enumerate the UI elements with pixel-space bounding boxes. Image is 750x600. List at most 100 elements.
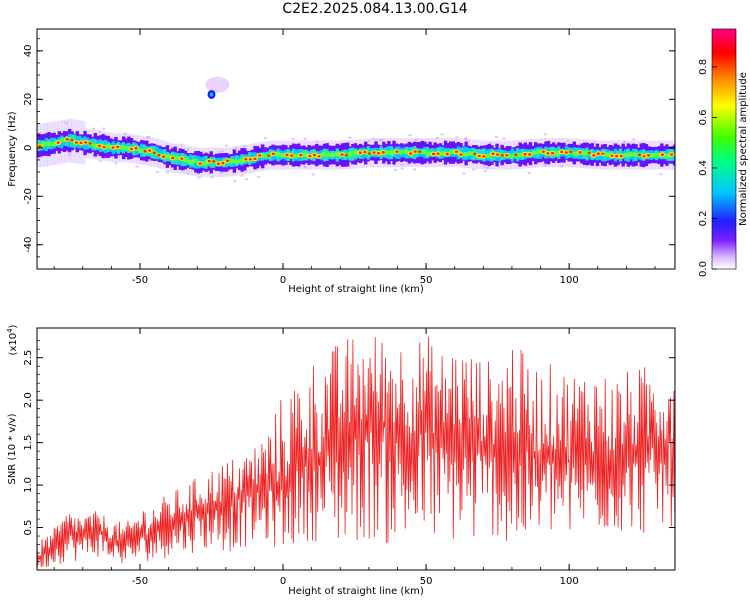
snr-x-tick-label: 0 [280,576,286,587]
spectrogram-speckle [170,146,174,149]
spectrogram-peak [367,152,372,155]
spectrogram-speckle [623,140,627,143]
snr-x-tick-label: 100 [560,576,579,587]
spectrogram-core [183,157,190,163]
spectrogram-peak [285,153,289,157]
spectrogram-speckle [234,146,238,149]
spectrogram-speckle [372,137,376,140]
spectrogram-core [517,153,524,158]
spectrogram-core [348,151,355,157]
spectrogram-peak [79,141,83,145]
spectrogram-speckle [114,162,118,165]
spectrogram-peak [271,152,275,156]
spectrogram-y-tick-label: 0 [23,145,34,151]
spectrogram-peak [596,152,600,155]
spectrogram-speckle [440,133,444,136]
spectrogram-core [41,141,48,147]
spectrogram-peak [171,156,175,160]
spectrogram-core [293,153,300,159]
spectrogram-peak [97,144,101,148]
spectrogram-peak [505,153,509,157]
spectrogram-x-axis-label: Height of straight line (km) [288,284,424,295]
spectrogram-panel: -50 0 50 100 -40 -20 0 20 40 Height of straight … [7,28,676,295]
spectrogram-core [302,152,309,157]
spectrogram-speckle [414,138,418,141]
spectrogram-speckle [472,168,476,171]
spectrogram-peak [578,150,582,154]
spectrogram-peak [134,146,138,150]
spectrogram-core [233,159,240,165]
spectrogram-core [46,141,53,147]
spectrogram-speckle [462,172,466,175]
spectrogram-peak [65,138,69,141]
spectrogram-core [50,141,57,147]
spectrogram-speckle [220,149,224,152]
spectrogram-peak [225,159,230,163]
spectrogram-core [531,150,538,156]
spectrogram-core [329,152,336,158]
spectrogram-core [325,152,332,158]
spectrogram-core [439,151,446,156]
spectrogram-core [105,143,112,149]
spectrogram-peak [257,154,262,157]
spectrogram-speckle [566,140,570,143]
spectrogram-speckle [257,176,261,179]
colorbar-gradient [711,28,737,270]
snr-line [37,336,675,568]
colorbar-tick-label: 0.8 [698,59,709,75]
spectrogram-speckle [466,139,470,142]
spectrogram-core [384,150,391,156]
spectrogram-peak [610,154,614,157]
spectrogram-peak [409,152,413,155]
spectrogram-core [59,137,66,143]
spectrogram-speckle [527,171,531,174]
isolated-feature-haze [205,76,230,93]
spectrogram-speckle [138,156,142,159]
spectrogram-peak [207,159,211,163]
spectrogram-speckle [464,136,468,139]
spectrogram-core [389,150,396,156]
spectrogram-peak [161,155,166,159]
spectrogram-core [119,145,126,151]
snr-y-tick-label: 2.0 [23,392,34,408]
colorbar-tick-label: 0.2 [698,211,709,227]
spectrogram-y-axis-label: Frequency (Hz) [7,111,18,187]
spectrogram-speckle [543,164,547,167]
spectrogram-peak [248,157,253,161]
spectrogram-speckle [380,139,384,142]
spectrogram-peak [592,154,596,157]
spectrogram-core [279,153,286,158]
spectrogram-peak [70,138,74,142]
snr-y-tick-label: 2.5 [23,350,34,366]
spectrogram-core [398,149,405,155]
spectrogram-peak [344,153,349,157]
spectrogram-core [187,160,194,165]
spectrogram-peak [358,151,362,155]
spectrogram-speckle [243,145,247,148]
spectrogram-speckle [483,170,487,173]
spectrogram-core [631,152,638,157]
spectrogram-peak [637,153,642,157]
snr-y-tick-label: 1.5 [23,435,34,451]
spectrogram-peak [569,150,573,154]
spectrogram-core [604,152,611,157]
spectrogram-core [165,153,172,159]
spectrogram-speckle [240,174,244,177]
spectrogram-peak [180,157,184,160]
spectrogram-peak [308,154,312,158]
spectrogram-peak [102,145,106,149]
spectrogram-peak [221,161,225,165]
spectrogram-peak [381,150,385,154]
spectrogram-core [421,149,428,155]
snr-y-tick-label: 1.0 [23,477,34,493]
spectrogram-speckle [348,136,352,139]
spectrogram-speckle [146,135,150,138]
spectrogram-core [448,149,455,155]
spectrogram-peak [56,141,60,144]
spectrogram-heatmap [37,76,675,183]
spectrogram-core [123,145,130,151]
spectrogram-core [485,153,492,159]
spectrogram-peak [477,154,481,158]
spectrogram-core [622,152,629,158]
